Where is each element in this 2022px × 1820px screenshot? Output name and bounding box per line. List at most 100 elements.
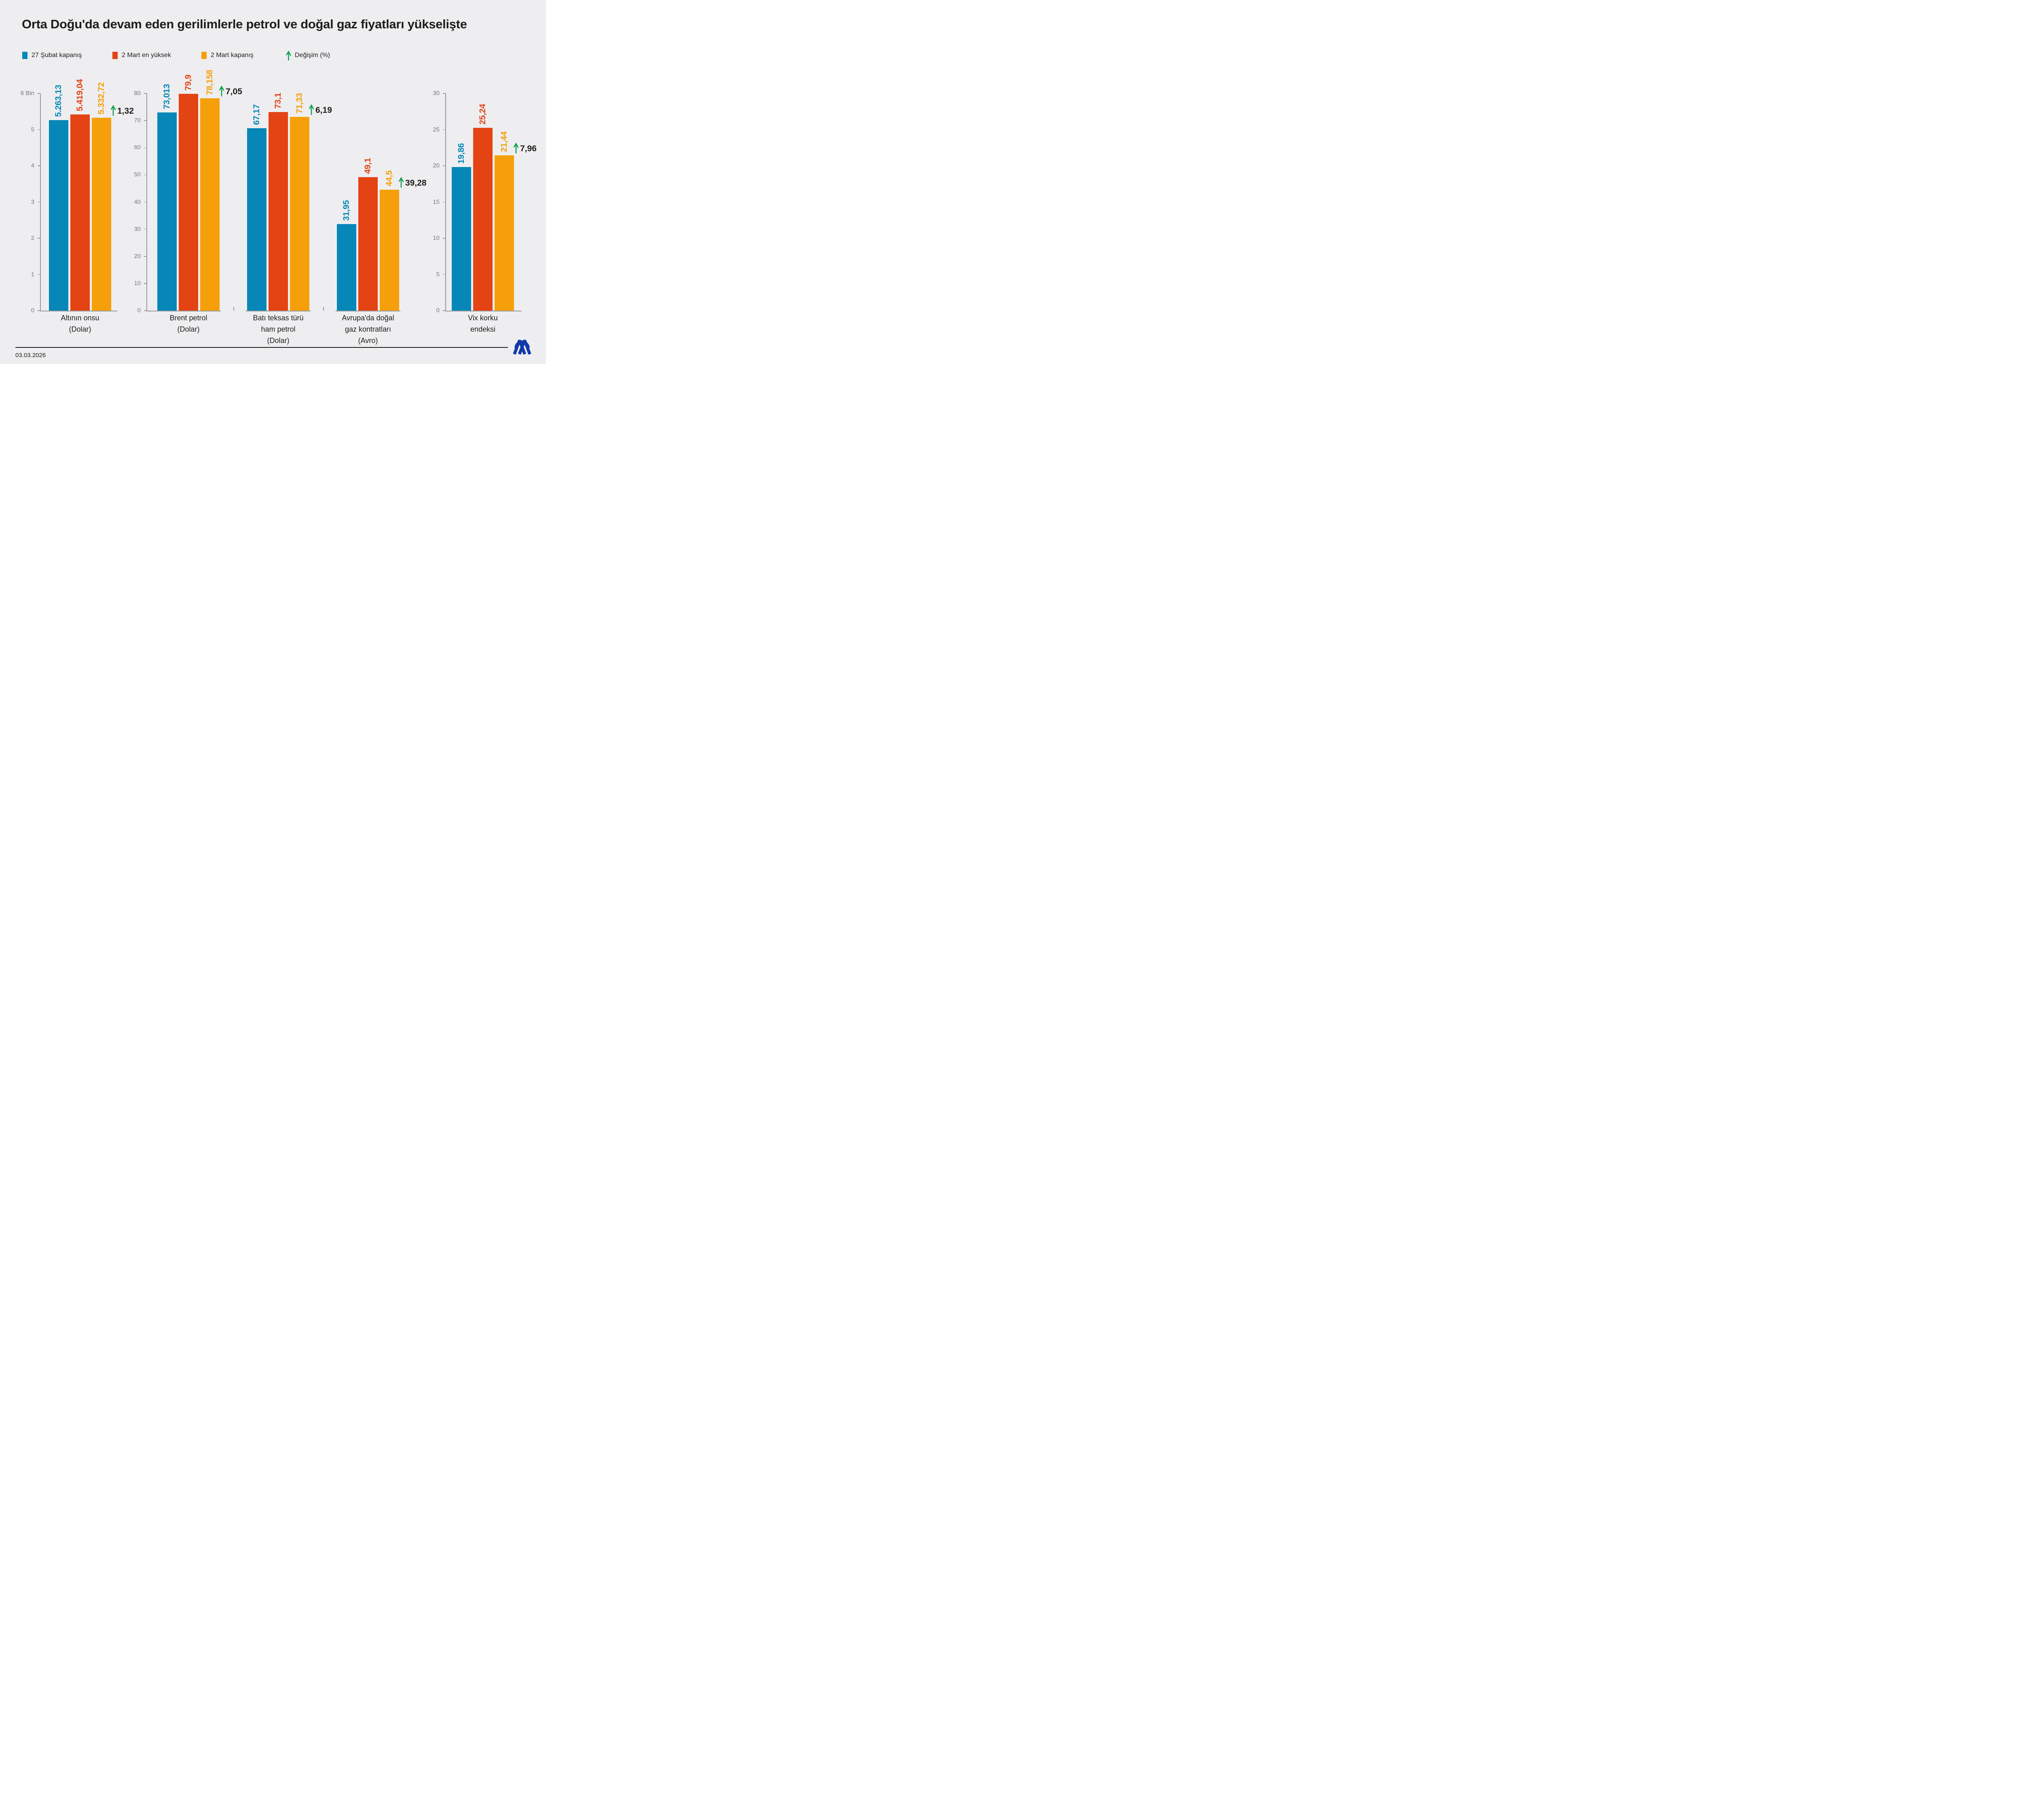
change-value: 39,28 (405, 178, 427, 188)
y-axis-tick-label: 6 Bin (20, 90, 34, 97)
legend-item-mar2-high: 2 Mart en yüksek (112, 50, 171, 61)
y-axis-tick (38, 201, 40, 203)
y-axis-tick (144, 256, 146, 257)
y-axis-tick-label: 80 (134, 90, 141, 97)
y-axis-tick-label: 50 (134, 171, 141, 178)
bar-value-text: 44,5 (385, 170, 394, 187)
y-axis-tick-label: 10 (433, 235, 440, 241)
change-annotation: 7,05 (219, 85, 242, 97)
bar-feb27-close (157, 112, 177, 311)
anadolu-agency-logo (513, 340, 531, 355)
bar-value-text: 67,17 (252, 104, 261, 125)
category-label-line: (Dolar) (177, 325, 200, 333)
y-axis-tick-label: 30 (433, 90, 440, 97)
y-axis-tick (38, 238, 40, 239)
bar-value-text: 73,1 (273, 93, 283, 109)
bar-mar2-close (92, 117, 111, 311)
y-axis-tick (443, 129, 445, 130)
y-axis-tick-label: 25 (433, 126, 440, 133)
y-axis-tick-label: 5 (436, 271, 440, 278)
bar-value-text: 5.263,13 (54, 85, 63, 117)
bar-value-text: 71,33 (295, 93, 304, 114)
legend: 27 Şubat kapanış 2 Mart en yüksek 2 Mart… (0, 50, 546, 61)
bar-value-text: 49,1 (363, 158, 372, 174)
bar-value-text: 19,86 (457, 143, 466, 164)
y-axis (40, 93, 41, 311)
bar-mar2-high (473, 128, 493, 311)
y-axis-tick (144, 283, 146, 284)
up-arrow-icon (513, 142, 519, 154)
bar-mar2-high (179, 93, 198, 311)
legend-swatch-mar2-close (201, 52, 207, 59)
legend-label: 2 Mart kapanış (211, 52, 254, 59)
charts-area: 6 Bin 5 4 3 2 1 0 5.263,13 5.419,04 5.332,72 1,32 A… (0, 0, 546, 364)
y-axis-tick-label: 4 (31, 162, 34, 169)
change-annotation: 39,28 (398, 177, 427, 188)
infographic-page: Orta Doğu'da devam eden gerilimlerle pet… (0, 0, 546, 364)
bar-feb27-close (247, 128, 266, 311)
category-label: Avrupa'da doğal gaz kontratları (Avro) (328, 312, 408, 346)
category-label: Brent petrol (Dolar) (148, 312, 229, 335)
bar-value-text: 78,158 (205, 70, 214, 95)
footer-divider (15, 347, 508, 348)
category-separator-tick (233, 307, 234, 311)
bar-mar2-high (358, 177, 378, 311)
legend-swatch-feb27 (22, 52, 27, 59)
y-axis-tick-label: 20 (433, 162, 440, 169)
y-axis-tick (443, 165, 445, 166)
y-axis-tick-label: 2 (31, 235, 34, 241)
bar-mar2-close (290, 117, 309, 311)
page-title: Orta Doğu'da devam eden gerilimlerle pet… (22, 17, 467, 31)
category-label-line: (Dolar) (267, 336, 290, 345)
y-axis-tick (38, 93, 40, 94)
bar-mar2-high (269, 112, 288, 311)
legend-item-feb27-close: 27 Şubat kapanış (22, 50, 82, 61)
category-label: Batı teksas türü ham petrol (Dolar) (238, 312, 319, 346)
y-axis-tick-label: 70 (134, 117, 141, 124)
y-axis-tick (144, 93, 146, 94)
y-axis-tick-label: 15 (433, 198, 440, 205)
bar-value-text: 73,013 (162, 84, 171, 109)
up-arrow-icon (398, 177, 404, 188)
y-axis-tick-label: 10 (134, 279, 141, 287)
bar-feb27-close (337, 224, 356, 311)
y-axis-tick (443, 310, 445, 311)
y-axis-tick-label: 30 (134, 225, 141, 233)
category-label-line: endeksi (470, 325, 496, 333)
category-label-line: Batı teksas türü (253, 314, 304, 322)
y-axis-tick (144, 310, 146, 311)
y-axis-tick (443, 274, 445, 275)
change-annotation: 6,19 (309, 104, 332, 115)
y-axis-tick (144, 120, 146, 121)
y-axis-tick-label: 20 (134, 252, 141, 260)
bar-mar2-close (380, 190, 399, 311)
bar-feb27-close (49, 120, 68, 311)
category-label-line: Altının onsu (61, 314, 99, 322)
bar-value-text: 31,95 (342, 200, 351, 221)
up-arrow-icon (219, 85, 224, 97)
bar-mar2-high (70, 114, 90, 311)
bar-value-text: 5.419,04 (75, 79, 85, 111)
category-label-line: gaz kontratları (345, 325, 391, 333)
change-value: 7,96 (520, 144, 537, 154)
y-axis-tick (38, 310, 40, 311)
category-label-line: (Avro) (358, 336, 378, 345)
y-axis-tick (443, 93, 445, 94)
y-axis (445, 93, 446, 311)
bar-mar2-close (200, 98, 220, 311)
change-value: 6,19 (315, 106, 332, 115)
y-axis-tick (38, 274, 40, 275)
y-axis-tick-label: 5 (31, 126, 34, 133)
bar-value-text: 5.332,72 (97, 82, 106, 114)
category-label-line: Brent petrol (169, 314, 207, 322)
y-axis-tick-label: 0 (137, 307, 141, 314)
up-arrow-icon (309, 104, 314, 115)
date-label: 03.03.2026 (15, 352, 46, 359)
y-axis-tick-label: 1 (31, 271, 34, 278)
change-annotation: 7,96 (513, 142, 537, 154)
y-axis-tick-label: 0 (31, 307, 34, 314)
bar-mar2-close (495, 155, 514, 311)
category-label-line: (Dolar) (69, 325, 91, 333)
category-label: Altının onsu (Dolar) (40, 312, 121, 335)
y-axis-tick-label: 60 (134, 144, 141, 151)
